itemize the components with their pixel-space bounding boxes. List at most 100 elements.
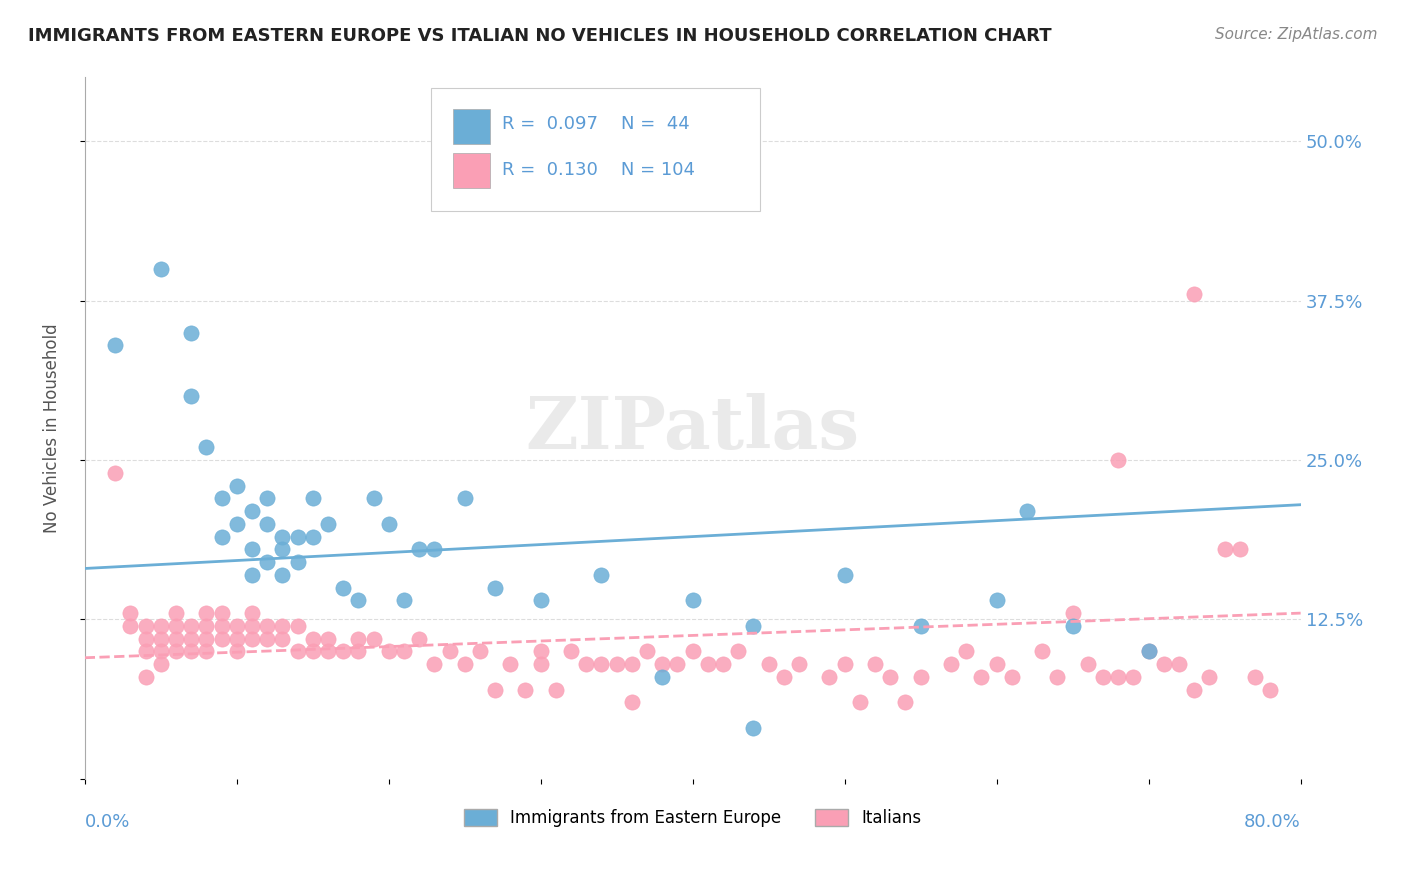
Point xyxy=(484,581,506,595)
Point xyxy=(195,644,218,658)
Point xyxy=(939,657,962,672)
Point xyxy=(530,644,553,658)
Point xyxy=(1031,644,1053,658)
Point xyxy=(347,632,370,646)
Point xyxy=(363,632,385,646)
Point xyxy=(1122,670,1144,684)
Point xyxy=(454,657,477,672)
Point xyxy=(1046,670,1069,684)
Point xyxy=(620,657,643,672)
Point xyxy=(120,606,142,620)
Point xyxy=(256,555,278,569)
Point xyxy=(165,632,187,646)
Point xyxy=(195,632,218,646)
Point xyxy=(135,619,157,633)
Point xyxy=(439,644,461,658)
Point xyxy=(104,338,127,352)
Point xyxy=(225,619,247,633)
Point xyxy=(287,619,309,633)
Point xyxy=(135,670,157,684)
Point xyxy=(271,619,294,633)
Point xyxy=(377,516,399,531)
Point xyxy=(910,619,932,633)
Point xyxy=(955,644,977,658)
Point xyxy=(834,657,856,672)
Point xyxy=(1062,619,1084,633)
Point xyxy=(240,632,263,646)
Point xyxy=(468,644,491,658)
Point xyxy=(165,606,187,620)
Point xyxy=(1229,542,1251,557)
Point xyxy=(287,644,309,658)
Point xyxy=(879,670,901,684)
Point xyxy=(1015,504,1038,518)
Point xyxy=(180,326,202,340)
Point xyxy=(149,261,172,276)
Point xyxy=(986,593,1008,607)
Point xyxy=(271,632,294,646)
Point xyxy=(1001,670,1024,684)
FancyBboxPatch shape xyxy=(432,88,759,211)
Point xyxy=(301,530,323,544)
Point xyxy=(211,530,233,544)
Point xyxy=(301,644,323,658)
Point xyxy=(256,632,278,646)
Point xyxy=(1062,606,1084,620)
Point xyxy=(316,516,339,531)
Point xyxy=(834,567,856,582)
Point xyxy=(347,644,370,658)
Point xyxy=(560,644,582,658)
Text: IMMIGRANTS FROM EASTERN EUROPE VS ITALIAN NO VEHICLES IN HOUSEHOLD CORRELATION C: IMMIGRANTS FROM EASTERN EUROPE VS ITALIA… xyxy=(28,27,1052,45)
Point xyxy=(818,670,841,684)
Point xyxy=(606,657,628,672)
Point xyxy=(240,619,263,633)
Point xyxy=(408,632,430,646)
Point xyxy=(316,644,339,658)
Text: R =  0.130    N = 104: R = 0.130 N = 104 xyxy=(502,161,695,179)
Point xyxy=(727,644,749,658)
Text: 80.0%: 80.0% xyxy=(1244,813,1301,830)
Point xyxy=(301,632,323,646)
Point xyxy=(225,644,247,658)
Point xyxy=(135,632,157,646)
FancyBboxPatch shape xyxy=(453,153,489,188)
Point xyxy=(423,542,446,557)
Point xyxy=(180,619,202,633)
Point xyxy=(711,657,734,672)
Point xyxy=(1077,657,1099,672)
Point xyxy=(180,644,202,658)
Point xyxy=(363,491,385,506)
Point xyxy=(211,619,233,633)
Point xyxy=(544,682,567,697)
Point xyxy=(773,670,796,684)
Point xyxy=(120,619,142,633)
Point xyxy=(1107,670,1129,684)
Point xyxy=(1198,670,1220,684)
Point xyxy=(849,695,872,709)
Point xyxy=(1182,682,1205,697)
Point xyxy=(742,721,765,735)
Point xyxy=(332,581,354,595)
Point xyxy=(225,478,247,492)
Y-axis label: No Vehicles in Household: No Vehicles in Household xyxy=(44,324,60,533)
Point xyxy=(225,516,247,531)
Point xyxy=(620,695,643,709)
Text: 0.0%: 0.0% xyxy=(84,813,131,830)
Point xyxy=(1153,657,1175,672)
Point xyxy=(149,632,172,646)
Point xyxy=(682,644,704,658)
Point xyxy=(408,542,430,557)
Point xyxy=(758,657,780,672)
Point xyxy=(180,632,202,646)
Point xyxy=(240,606,263,620)
Point xyxy=(287,555,309,569)
Point xyxy=(392,644,415,658)
Point xyxy=(240,567,263,582)
Point xyxy=(149,644,172,658)
Point xyxy=(195,619,218,633)
Point xyxy=(316,632,339,646)
Point xyxy=(1258,682,1281,697)
Legend: Immigrants from Eastern Europe, Italians: Immigrants from Eastern Europe, Italians xyxy=(457,802,928,834)
Text: R =  0.097    N =  44: R = 0.097 N = 44 xyxy=(502,115,689,134)
Point xyxy=(256,516,278,531)
